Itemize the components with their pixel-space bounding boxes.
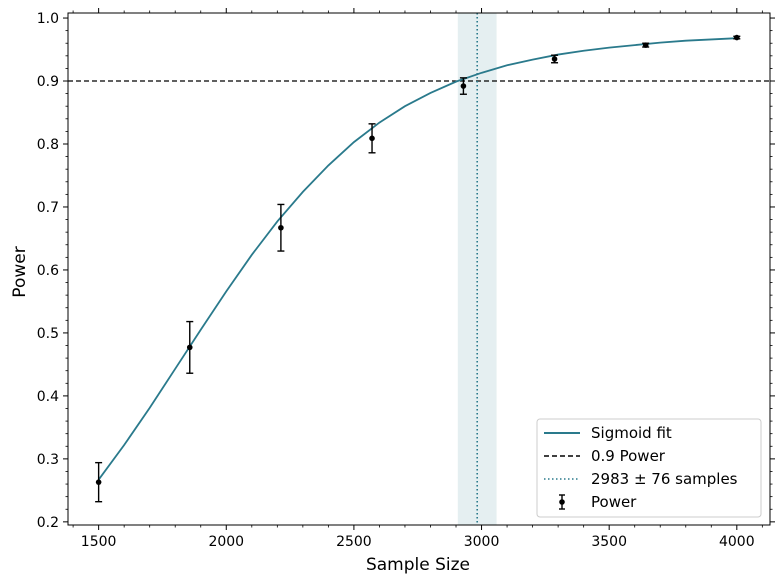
x-tick-label: 1500: [81, 534, 117, 550]
power-point: [95, 461, 103, 503]
y-tick-label: 0.9: [37, 74, 59, 90]
y-tick-label: 0.5: [37, 326, 59, 342]
x-tick-label: 3000: [464, 534, 500, 550]
axes: 1500 2000 2500 3000 3500 4000 0.2 0.3 0.4 0.5 0.6 0…: [37, 8, 775, 550]
x-tick-label: 2500: [336, 534, 372, 550]
axes-frame: [67, 12, 771, 526]
sigmoid-fit-line: [97, 37, 737, 481]
legend-points-swatch: [559, 494, 565, 510]
power-point: [733, 34, 741, 41]
y-tick-label: 0.3: [37, 452, 59, 468]
y-tick-label: 0.8: [37, 137, 59, 153]
power-point: [642, 42, 650, 48]
legend: Sigmoid fit 0.9 Power 2983 ± 76 samples …: [536, 418, 762, 518]
power-point: [551, 54, 559, 64]
legend-points-label: Power: [591, 493, 637, 511]
plot-series: [68, 13, 770, 525]
y-tick-label: 0.2: [37, 515, 59, 531]
legend-frame: [536, 418, 762, 518]
y-axis-label: Power: [10, 246, 30, 297]
x-tick-label: 3500: [591, 534, 627, 550]
y-tick-label: 0.6: [37, 263, 59, 279]
legend-fit-label: Sigmoid fit: [591, 424, 672, 442]
y-tick-label: 0.7: [37, 200, 59, 216]
y-tick-label: 1.0: [37, 11, 59, 27]
legend-estimate-label: 2983 ± 76 samples: [591, 470, 738, 488]
plot-area: [68, 13, 770, 525]
x-tick-label: 4000: [719, 534, 755, 550]
x-axis-label: Sample Size: [366, 555, 470, 575]
power-point: [186, 320, 194, 374]
power-point: [368, 123, 376, 154]
power-point: [277, 203, 285, 252]
x-tick-label: 2000: [208, 534, 244, 550]
power-point: [459, 77, 467, 95]
legend-threshold-label: 0.9 Power: [591, 447, 666, 465]
y-tick-label: 0.4: [37, 389, 59, 405]
